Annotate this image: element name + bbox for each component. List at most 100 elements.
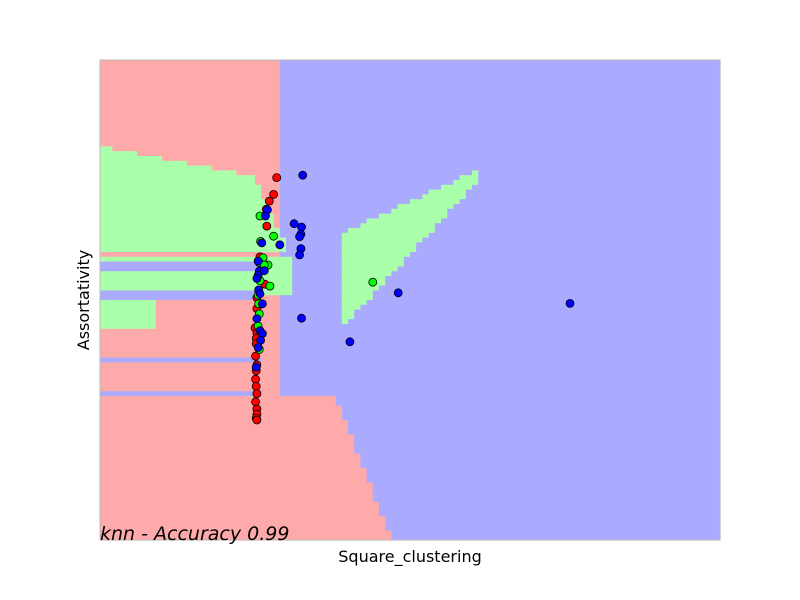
decision-region-cell bbox=[379, 501, 721, 507]
decision-region-cell bbox=[100, 60, 281, 66]
decision-region-cell bbox=[279, 146, 721, 152]
decision-region-cell bbox=[279, 328, 721, 335]
decision-region-cell bbox=[372, 496, 721, 503]
decision-region-cell bbox=[360, 223, 436, 229]
x-axis-label: Square_clustering bbox=[338, 547, 481, 567]
data-point bbox=[259, 266, 269, 276]
decision-region-cell bbox=[279, 204, 399, 210]
decision-region-cell bbox=[100, 223, 275, 229]
decision-region-cell bbox=[100, 348, 281, 354]
decision-region-cell bbox=[354, 314, 721, 320]
decision-region-cell bbox=[447, 213, 721, 219]
decision-region-cell bbox=[453, 180, 479, 186]
decision-region-cell bbox=[155, 319, 281, 325]
decision-region-cell bbox=[341, 232, 430, 239]
decision-region-cell bbox=[416, 247, 721, 253]
decision-region-cell bbox=[100, 271, 293, 277]
decision-region-cell bbox=[155, 324, 281, 330]
decision-region-cell bbox=[100, 218, 275, 224]
decision-region-cell bbox=[341, 314, 355, 320]
data-point bbox=[368, 277, 378, 287]
decision-region-cell bbox=[100, 376, 281, 383]
decision-region-cell bbox=[100, 146, 113, 152]
decision-region-cell bbox=[348, 228, 436, 234]
decision-region-cell bbox=[100, 170, 237, 176]
decision-region-cell bbox=[391, 535, 721, 541]
decision-region-cell bbox=[255, 175, 281, 181]
decision-region-cell bbox=[472, 184, 721, 191]
decision-region-cell bbox=[100, 424, 349, 431]
decision-region-cell bbox=[341, 247, 417, 253]
decision-region-cell bbox=[100, 405, 343, 411]
decision-region-cell bbox=[434, 228, 721, 234]
decision-region-cell bbox=[348, 424, 721, 431]
decision-region-cell bbox=[279, 160, 721, 167]
decision-region-cell bbox=[441, 184, 473, 191]
decision-region-cell bbox=[100, 501, 380, 507]
decision-region-cell bbox=[341, 295, 374, 301]
decision-region-cell bbox=[100, 482, 374, 488]
decision-region-cell bbox=[341, 309, 355, 315]
data-point bbox=[289, 219, 299, 229]
decision-region-cell bbox=[279, 108, 721, 114]
decision-region-cell bbox=[279, 156, 721, 162]
decision-region-cell bbox=[379, 213, 448, 219]
decision-region-cell bbox=[341, 276, 386, 282]
decision-regions bbox=[100, 60, 721, 541]
decision-region-cell bbox=[286, 242, 343, 248]
decision-region-cell bbox=[279, 295, 343, 301]
decision-region-cell bbox=[366, 300, 721, 306]
decision-region-cell bbox=[155, 314, 281, 320]
decision-region-cell bbox=[100, 324, 157, 330]
decision-region-cell bbox=[379, 506, 721, 512]
decision-region-cell bbox=[279, 98, 721, 104]
decision-region-cell bbox=[372, 295, 721, 301]
decision-region-cell bbox=[279, 357, 721, 363]
decision-region-cell bbox=[279, 304, 343, 311]
decision-region-cell bbox=[273, 213, 281, 219]
decision-region-cell bbox=[428, 232, 721, 239]
data-point bbox=[252, 273, 262, 283]
decision-region-cell bbox=[137, 151, 281, 157]
decision-region-cell bbox=[279, 352, 721, 359]
decision-region-cell bbox=[279, 232, 343, 239]
decision-region-cell bbox=[261, 391, 281, 397]
decision-region-cell bbox=[341, 304, 361, 311]
decision-region-cell bbox=[372, 482, 721, 488]
decision-region-cell bbox=[100, 444, 355, 450]
decision-region-cell bbox=[255, 180, 281, 186]
decision-region-cell bbox=[341, 256, 405, 263]
decision-region-cell bbox=[279, 362, 721, 368]
decision-region-cell bbox=[100, 79, 281, 85]
data-point bbox=[257, 238, 267, 248]
decision-region-cell bbox=[416, 242, 721, 248]
decision-region-cell bbox=[279, 319, 343, 325]
data-point bbox=[297, 222, 306, 232]
decision-region-cell bbox=[366, 477, 721, 483]
decision-region-cell bbox=[261, 357, 281, 363]
decision-region-cell bbox=[459, 175, 479, 181]
decision-region-cell bbox=[100, 492, 374, 498]
data-point bbox=[251, 374, 261, 384]
decision-region-cell bbox=[385, 516, 721, 522]
decision-region-cell bbox=[100, 381, 281, 387]
data-point bbox=[297, 313, 306, 323]
decision-region-cell bbox=[279, 208, 392, 215]
decision-region-cell bbox=[279, 74, 721, 80]
decision-region-cell bbox=[261, 266, 293, 272]
decision-region-cell bbox=[348, 420, 721, 426]
data-point bbox=[253, 343, 263, 352]
decision-region-cell bbox=[354, 448, 721, 455]
decision-region-cell bbox=[100, 400, 337, 407]
decision-region-cell bbox=[335, 400, 721, 407]
data-point bbox=[253, 256, 263, 266]
decision-region-cell bbox=[279, 228, 349, 234]
data-point bbox=[252, 415, 262, 425]
decision-region-cell bbox=[385, 525, 721, 531]
decision-region-cell bbox=[422, 237, 721, 243]
data-point bbox=[252, 314, 262, 324]
decision-region-cell bbox=[100, 386, 281, 392]
decision-region-cell bbox=[391, 208, 448, 215]
axes-frame bbox=[99, 59, 721, 541]
